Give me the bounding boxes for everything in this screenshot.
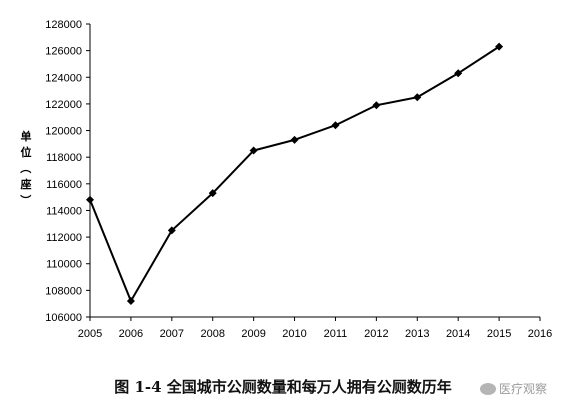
y-axis-label: 单位 （ 座 ） bbox=[19, 129, 32, 206]
x-tick-label: 2010 bbox=[282, 328, 306, 340]
x-tick-label: 2015 bbox=[487, 328, 511, 340]
x-tick-label: 2012 bbox=[364, 328, 388, 340]
x-tick-label: 2006 bbox=[119, 328, 143, 340]
y-tick-label: 128000 bbox=[45, 19, 82, 31]
x-tick-label: 2014 bbox=[446, 328, 470, 340]
data-point bbox=[126, 297, 135, 306]
chart-axes bbox=[86, 23, 541, 321]
chart-title: 图 1-4 全国城市公厕数量和每万人拥有公厕数历年 bbox=[114, 378, 452, 396]
series-line bbox=[89, 45, 500, 303]
x-tick-label: 2011 bbox=[324, 328, 348, 340]
x-tick-label: 2005 bbox=[78, 328, 102, 340]
y-axis-label-char: 座 bbox=[20, 177, 32, 191]
wechat-logo-icon bbox=[480, 382, 496, 395]
y-tick-label: 126000 bbox=[45, 46, 82, 58]
data-point bbox=[413, 93, 422, 102]
y-axis-label-char: ） bbox=[19, 195, 32, 206]
y-tick-label: 106000 bbox=[45, 312, 82, 324]
y-tick-labels: 106000 108000 110000 112000 114000 116000 1180… bbox=[45, 19, 82, 324]
y-tick-label: 108000 bbox=[45, 285, 82, 297]
data-point bbox=[208, 189, 217, 198]
data-point bbox=[290, 135, 299, 144]
data-point bbox=[86, 195, 94, 204]
data-point bbox=[331, 121, 340, 130]
data-point bbox=[372, 101, 381, 110]
y-tick-label: 110000 bbox=[46, 259, 82, 271]
y-tick-label: 114000 bbox=[46, 205, 82, 217]
x-tick-label: 2013 bbox=[405, 328, 429, 340]
x-tick-label: 2016 bbox=[528, 328, 552, 340]
x-tick-labels: 2005 2006 2007 2008 2009 2010 2011 2012 2013 2014… bbox=[78, 328, 552, 340]
y-axis-label-char: 单 bbox=[21, 129, 32, 143]
y-tick-label: 112000 bbox=[46, 232, 82, 244]
y-axis-label-char: （ bbox=[19, 163, 32, 174]
y-tick-label: 116000 bbox=[46, 179, 82, 191]
watermark-text: 医疗观察 bbox=[499, 382, 548, 396]
y-axis-label-char: 位 bbox=[21, 145, 32, 159]
y-tick-label: 118000 bbox=[46, 152, 82, 164]
data-point bbox=[167, 226, 176, 235]
data-point bbox=[495, 42, 504, 51]
x-tick-label: 2007 bbox=[160, 328, 184, 340]
x-tick-label: 2009 bbox=[241, 328, 265, 340]
y-tick-label: 124000 bbox=[45, 72, 82, 84]
data-point bbox=[249, 146, 258, 155]
watermark: 医疗观察 bbox=[480, 380, 547, 397]
y-tick-label: 120000 bbox=[45, 126, 82, 138]
series-group bbox=[86, 42, 504, 306]
y-tick-label: 122000 bbox=[45, 99, 82, 111]
x-tick-label: 2008 bbox=[200, 328, 224, 340]
data-point bbox=[454, 69, 463, 78]
